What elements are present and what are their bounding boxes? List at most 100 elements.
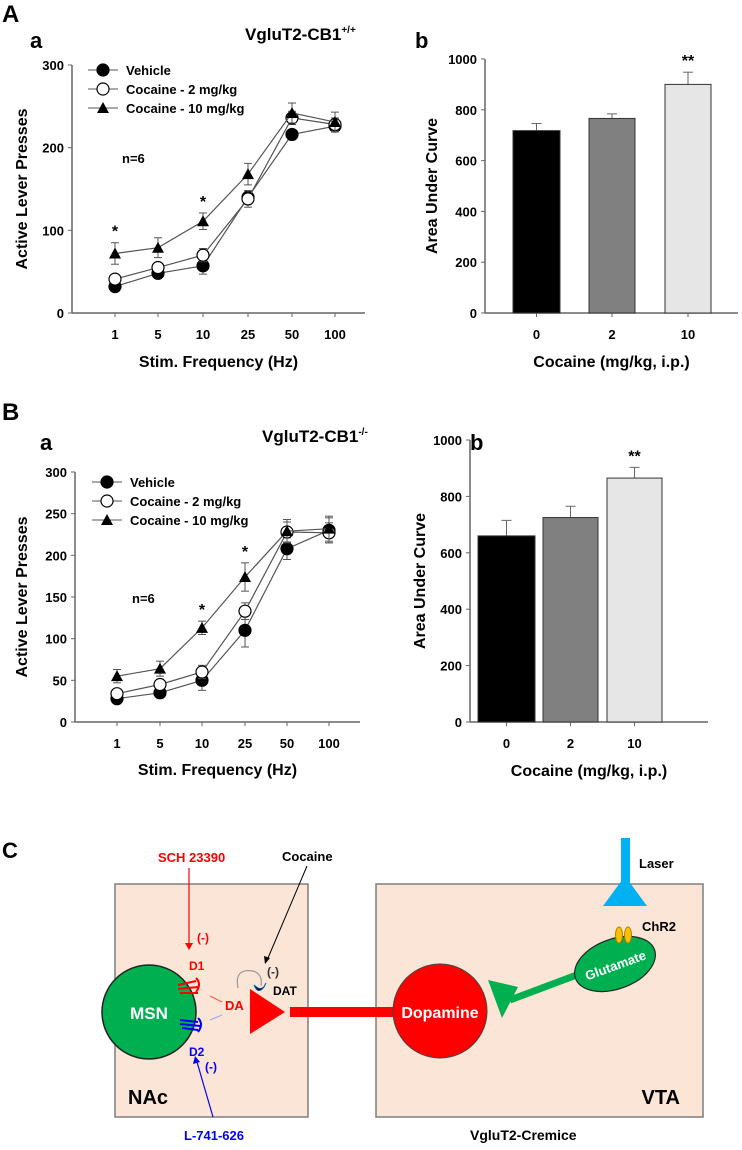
data-point-filled-circle xyxy=(285,127,299,142)
significance-marker: * xyxy=(199,602,206,619)
data-point-filled-triangle xyxy=(242,168,254,180)
d2-receptor xyxy=(179,1017,202,1033)
legend-marker xyxy=(100,494,114,508)
data-point-filled-triangle xyxy=(239,571,251,582)
x-tick-label: 25 xyxy=(241,327,255,342)
legend-marker xyxy=(96,82,110,96)
x-tick-label: 10 xyxy=(195,736,209,751)
bar-0 xyxy=(477,535,536,723)
d2-inhibit-label: (-) xyxy=(205,1060,217,1074)
legend-entry: Cocaine - 10 mg/kg xyxy=(126,101,245,116)
n-annotation: n=6 xyxy=(132,591,155,606)
data-point-open-circle xyxy=(151,260,165,275)
panel-label-A: A xyxy=(2,1,19,28)
subpanel-label-Bb: b xyxy=(470,430,483,455)
dat-inhibit-label: (-) xyxy=(267,965,279,979)
panel-label-C: C xyxy=(2,838,18,863)
data-point-filled-triangle xyxy=(152,241,164,253)
y-tick-label: 400 xyxy=(455,204,477,219)
bar-2 xyxy=(542,517,599,723)
data-point-open-circle xyxy=(110,687,124,701)
l741626-label: L-741-626 xyxy=(184,1128,244,1143)
x-tick-label: 0 xyxy=(503,736,510,751)
y-tick-label: 250 xyxy=(45,507,67,522)
y-tick-label: 200 xyxy=(45,548,67,563)
subpanel-label-Ab: b xyxy=(415,28,428,53)
bar-2 xyxy=(588,117,636,314)
significance-marker: * xyxy=(200,194,207,211)
legend-marker xyxy=(101,514,113,525)
data-point-filled-triangle xyxy=(109,247,121,259)
y-tick-label: 0 xyxy=(455,715,462,730)
reuptake-arrow xyxy=(236,970,262,989)
x-tick-label: 10 xyxy=(681,327,695,342)
y-tick-label: 200 xyxy=(440,659,462,674)
significance-marker: * xyxy=(112,224,119,241)
x-axis-label: Cocaine (mg/kg, i.p.) xyxy=(511,763,667,780)
cocaine-label: Cocaine xyxy=(282,849,333,864)
glutamate-terminal xyxy=(488,980,518,1018)
y-tick-label: 1000 xyxy=(433,433,462,448)
data-point-filled-triangle xyxy=(329,116,341,128)
x-axis-label: Stim. Frequency (Hz) xyxy=(139,354,298,371)
x-axis-label: Cocaine (mg/kg, i.p.) xyxy=(533,354,689,371)
bar-0 xyxy=(512,130,561,314)
arrowhead xyxy=(185,943,193,950)
da-arrow-d2 xyxy=(209,1014,223,1021)
dat-label: DAT xyxy=(273,984,297,998)
data-point-open-circle xyxy=(108,272,122,286)
data-point-filled-triangle xyxy=(286,106,298,118)
y-tick-label: 300 xyxy=(42,58,64,73)
series-line-0 xyxy=(116,529,330,700)
data-point-open-circle xyxy=(241,192,255,206)
y-tick-label: 1000 xyxy=(448,52,477,67)
d2-label: D2 xyxy=(189,1045,205,1059)
chr2-channel xyxy=(624,926,632,944)
subpanel-label-Aa: a xyxy=(30,28,43,53)
data-point-filled-circle xyxy=(238,623,252,637)
n-annotation: n=6 xyxy=(122,151,145,166)
da-arrow-d1 xyxy=(209,995,223,1003)
data-point-filled-circle xyxy=(280,542,294,556)
chart-A-a: 0 100 200 300 1 5 10 25 50 100 Stim. Frequency (Hz… xyxy=(14,25,365,371)
chart-B-a: 0 50 100 150 200 250 300 1 5 10 25 50 100 Stim. Frequ… xyxy=(14,427,368,779)
dat-transporter xyxy=(253,982,267,991)
data-point-filled-triangle xyxy=(323,522,335,534)
data-point-open-circle xyxy=(196,248,210,262)
data-point-filled-triangle xyxy=(197,215,209,227)
series-line-1 xyxy=(114,117,336,280)
y-axis-label: Active Lever Presses xyxy=(14,108,31,269)
data-point-filled-triangle xyxy=(196,621,208,633)
x-tick-label: 2 xyxy=(608,327,615,342)
y-tick-label: 100 xyxy=(42,223,64,238)
data-point-filled-triangle xyxy=(154,662,166,674)
data-point-open-circle xyxy=(238,604,252,618)
legend-entry: Vehicle xyxy=(130,475,175,490)
laser-fiber xyxy=(621,838,630,886)
chr2-label: ChR2 xyxy=(642,919,676,934)
data-point-filled-triangle xyxy=(111,670,123,682)
chart-title: VgluT2-CB1-/- xyxy=(262,427,368,446)
arrowhead xyxy=(264,956,270,964)
bar-10 xyxy=(606,477,663,723)
glutamate-neuron xyxy=(574,935,656,993)
y-axis-label: Active Lever Presses xyxy=(14,516,31,677)
d1-label: D1 xyxy=(189,959,205,973)
cocaine-arrow xyxy=(267,865,308,959)
circuit-diagram: MSN Dopamine Glutamate ChR2 Laser VTA Vg… xyxy=(101,838,704,1143)
significance-marker: ** xyxy=(628,448,641,465)
x-tick-label: 1 xyxy=(113,736,120,751)
chart-A-b: 0 200 400 600 800 1000 0 2 10 Cocaine (mg/kg, i.p… xyxy=(424,52,738,371)
y-tick-label: 600 xyxy=(440,546,462,561)
y-tick-label: 800 xyxy=(455,103,477,118)
x-tick-label: 50 xyxy=(280,736,294,751)
y-tick-label: 200 xyxy=(455,255,477,270)
msn-label: MSN xyxy=(130,1004,168,1023)
y-tick-label: 50 xyxy=(53,673,67,688)
msn-neuron xyxy=(101,964,197,1060)
legend-marker xyxy=(97,102,109,113)
x-tick-label: 5 xyxy=(154,327,161,342)
x-tick-label: 50 xyxy=(285,327,299,342)
